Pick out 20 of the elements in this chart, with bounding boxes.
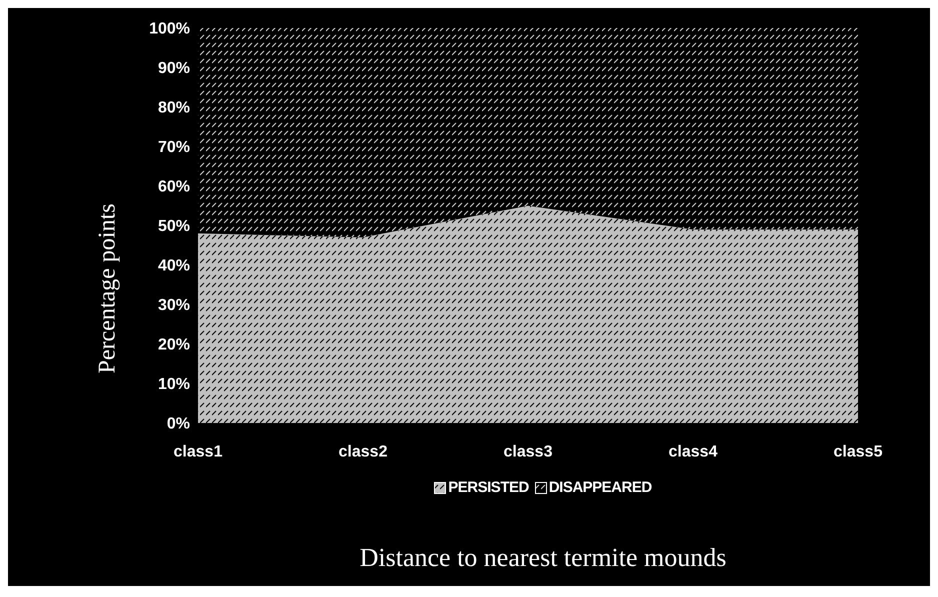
x-axis-title: Distance to nearest termite mounds <box>358 543 728 573</box>
y-tick-label: 90% <box>158 60 190 78</box>
y-tick-label: 40% <box>158 258 190 275</box>
y-tick-label: 20% <box>158 336 190 354</box>
y-tick-label: 80% <box>158 100 190 117</box>
y-tick-label: 0% <box>166 416 190 433</box>
x-tick-label: class2 <box>338 443 388 460</box>
x-tick-label: class3 <box>504 443 553 460</box>
legend-label: PERSISTED <box>447 479 529 496</box>
y-tick-label: 100% <box>149 20 190 38</box>
y-tick-label: 60% <box>158 178 190 196</box>
x-tick-label: class4 <box>668 443 718 460</box>
x-tick-label: class5 <box>834 443 883 460</box>
y-tick-label: 10% <box>158 376 190 394</box>
legend-label: DISAPPEARED <box>548 479 652 496</box>
y-tick-label: 30% <box>158 297 190 314</box>
y-axis-title: Percentage points <box>94 203 122 373</box>
y-tick-label: 50% <box>158 218 190 236</box>
x-tick-label: class1 <box>174 443 223 460</box>
y-tick-label: 70% <box>158 139 190 156</box>
